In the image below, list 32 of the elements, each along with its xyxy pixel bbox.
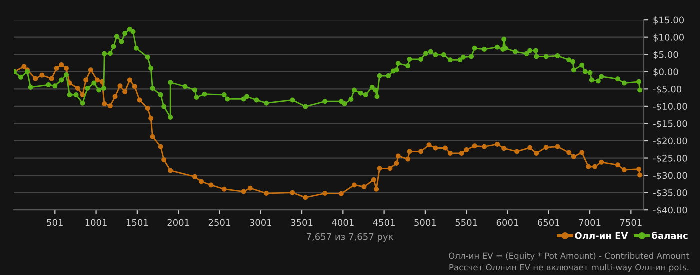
legend-label: баланс xyxy=(652,232,688,240)
y-tick-label: -$20.00 xyxy=(653,138,688,146)
y-tick-label: $15.00 xyxy=(654,16,684,25)
x-tick-label: 6001 xyxy=(496,219,518,226)
x-tick-label: 7501 xyxy=(620,219,642,226)
y-tick-label: -$40.00 xyxy=(653,206,688,215)
y-tick-label: -$35.00 xyxy=(653,189,688,198)
x-tick-label: 4001 xyxy=(332,219,354,226)
y-tick-label: -$25.00 xyxy=(653,154,688,164)
x-tick-label: 7001 xyxy=(579,219,601,226)
x-tick-label: 1501 xyxy=(126,219,148,226)
legend-label: Олл-ин EV xyxy=(575,232,628,240)
y-tick-label: -$15.00 xyxy=(653,120,688,128)
x-tick-label: 2001 xyxy=(168,219,190,226)
x-tick-label: 3001 xyxy=(250,219,272,226)
y-tick-label: -$30.00 xyxy=(653,172,688,180)
x-tick-label: 6501 xyxy=(538,219,560,226)
x-tick-label: 501 xyxy=(47,219,63,226)
y-tick-label: $5.00 xyxy=(654,51,678,60)
x-tick-label: 4501 xyxy=(373,219,395,226)
text: Рассчет Олл-ин EV не включает multi-way Олл-ин pots. xyxy=(450,264,689,272)
y-tick-label: $0.00 xyxy=(654,68,678,77)
x-tick-label: 5501 xyxy=(456,219,478,226)
y-tick-label: -$5.00 xyxy=(653,86,682,94)
text: 7,657 из 7,657 рук xyxy=(306,233,394,242)
x-tick-label: 2501 xyxy=(208,219,230,226)
x-tick-label: 3501 xyxy=(291,219,313,226)
y-tick-label: $10.00 xyxy=(654,34,684,42)
x-tick-label: 5001 xyxy=(414,219,436,226)
y-tick-label: -$10.00 xyxy=(653,103,688,112)
text: Олл-ин EV = (Equity * Pot Amount) - Contributed Amount xyxy=(449,252,690,261)
x-tick-label: 1001 xyxy=(86,219,107,226)
